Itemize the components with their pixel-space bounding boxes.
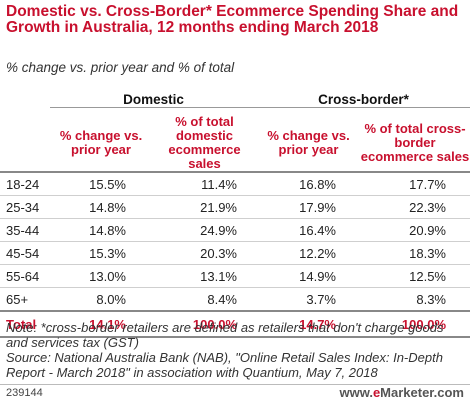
column-header: % of total domestic ecommerce sales: [152, 115, 257, 173]
group-header-domestic-label: Domestic: [50, 92, 257, 108]
source-text: Source: National Australia Bank (NAB), "…: [6, 350, 443, 380]
table-cell: 12.2%: [257, 241, 360, 265]
table-row: 25-34 14.8% 21.9% 17.9% 22.3%: [0, 195, 470, 219]
table-row: 45-54 15.3% 20.3% 12.2% 18.3%: [0, 241, 470, 265]
row-label: 25-34: [0, 195, 50, 219]
total-cell: 14.7%: [257, 310, 360, 338]
group-header-cross-border: Cross-border*: [257, 85, 470, 115]
table-cell: 17.7%: [360, 172, 470, 196]
table-cell: 24.9%: [152, 218, 257, 242]
row-label-header: [0, 85, 50, 115]
table-cell: 15.5%: [50, 172, 152, 196]
row-label: 35-44: [0, 218, 50, 242]
row-label: 55-64: [0, 264, 50, 288]
column-header-row: % change vs. prior year % of total domes…: [0, 115, 470, 173]
table-cell: 13.1%: [152, 264, 257, 288]
table-cell: 14.9%: [257, 264, 360, 288]
brand-prefix: www.: [339, 385, 373, 400]
group-header-domestic: Domestic: [50, 85, 257, 115]
table-cell: 16.8%: [257, 172, 360, 196]
chart-id: 239144: [6, 387, 43, 399]
column-group-header-row: Domestic Cross-border*: [0, 85, 470, 115]
table-cell: 12.5%: [360, 264, 470, 288]
row-label-header-blank: [0, 115, 50, 173]
total-cell: 100.0%: [360, 310, 470, 338]
table-cell: 20.9%: [360, 218, 470, 242]
total-row: Total 14.1% 100.0% 14.7% 100.0%: [0, 310, 470, 338]
column-header: % change vs. prior year: [257, 115, 360, 173]
footer-divider: [0, 384, 470, 385]
table-row: 35-44 14.8% 24.9% 16.4% 20.9%: [0, 218, 470, 242]
table-cell: 8.3%: [360, 287, 470, 312]
table-row: 55-64 13.0% 13.1% 14.9% 12.5%: [0, 264, 470, 288]
table-cell: 14.8%: [50, 195, 152, 219]
column-header: % change vs. prior year: [50, 115, 152, 173]
table-cell: 13.0%: [50, 264, 152, 288]
table-body: 18-24 15.5% 11.4% 16.8% 17.7% 25-34 14.8% 21.9%…: [0, 172, 470, 312]
footnote: Note: *cross-border retailers are define…: [6, 320, 444, 350]
total-label: Total: [0, 310, 50, 338]
row-label: 18-24: [0, 172, 50, 196]
row-label: 65+: [0, 287, 50, 312]
table-cell: 18.3%: [360, 241, 470, 265]
column-header: % of total cross-border ecommerce sales: [360, 115, 470, 173]
emarketer-logo: www.eMarketer.com: [339, 385, 464, 400]
group-header-cross-border-label: Cross-border*: [257, 92, 470, 108]
table-cell: 22.3%: [360, 195, 470, 219]
table-cell: 20.3%: [152, 241, 257, 265]
table-cell: 17.9%: [257, 195, 360, 219]
table-cell: 14.8%: [50, 218, 152, 242]
brand-suffix: Marketer.com: [380, 385, 464, 400]
brand-e: e: [372, 385, 381, 400]
data-table: Domestic Cross-border* % change vs. prio…: [0, 85, 470, 338]
table-cell: 3.7%: [257, 287, 360, 312]
table-cell: 21.9%: [152, 195, 257, 219]
total-cell: 14.1%: [50, 310, 152, 338]
row-label: 45-54: [0, 241, 50, 265]
chart-subtitle: % change vs. prior year and % of total: [6, 60, 235, 75]
table-cell: 16.4%: [257, 218, 360, 242]
total-cell: 100.0%: [152, 310, 257, 338]
table-cell: 11.4%: [152, 172, 257, 196]
table-row: 18-24 15.5% 11.4% 16.8% 17.7%: [0, 172, 470, 196]
table-cell: 8.0%: [50, 287, 152, 312]
chart-title: Domestic vs. Cross-Border* Ecommerce Spe…: [6, 3, 459, 36]
table-cell: 8.4%: [152, 287, 257, 312]
table-cell: 15.3%: [50, 241, 152, 265]
table-row: 65+ 8.0% 8.4% 3.7% 8.3%: [0, 287, 470, 312]
